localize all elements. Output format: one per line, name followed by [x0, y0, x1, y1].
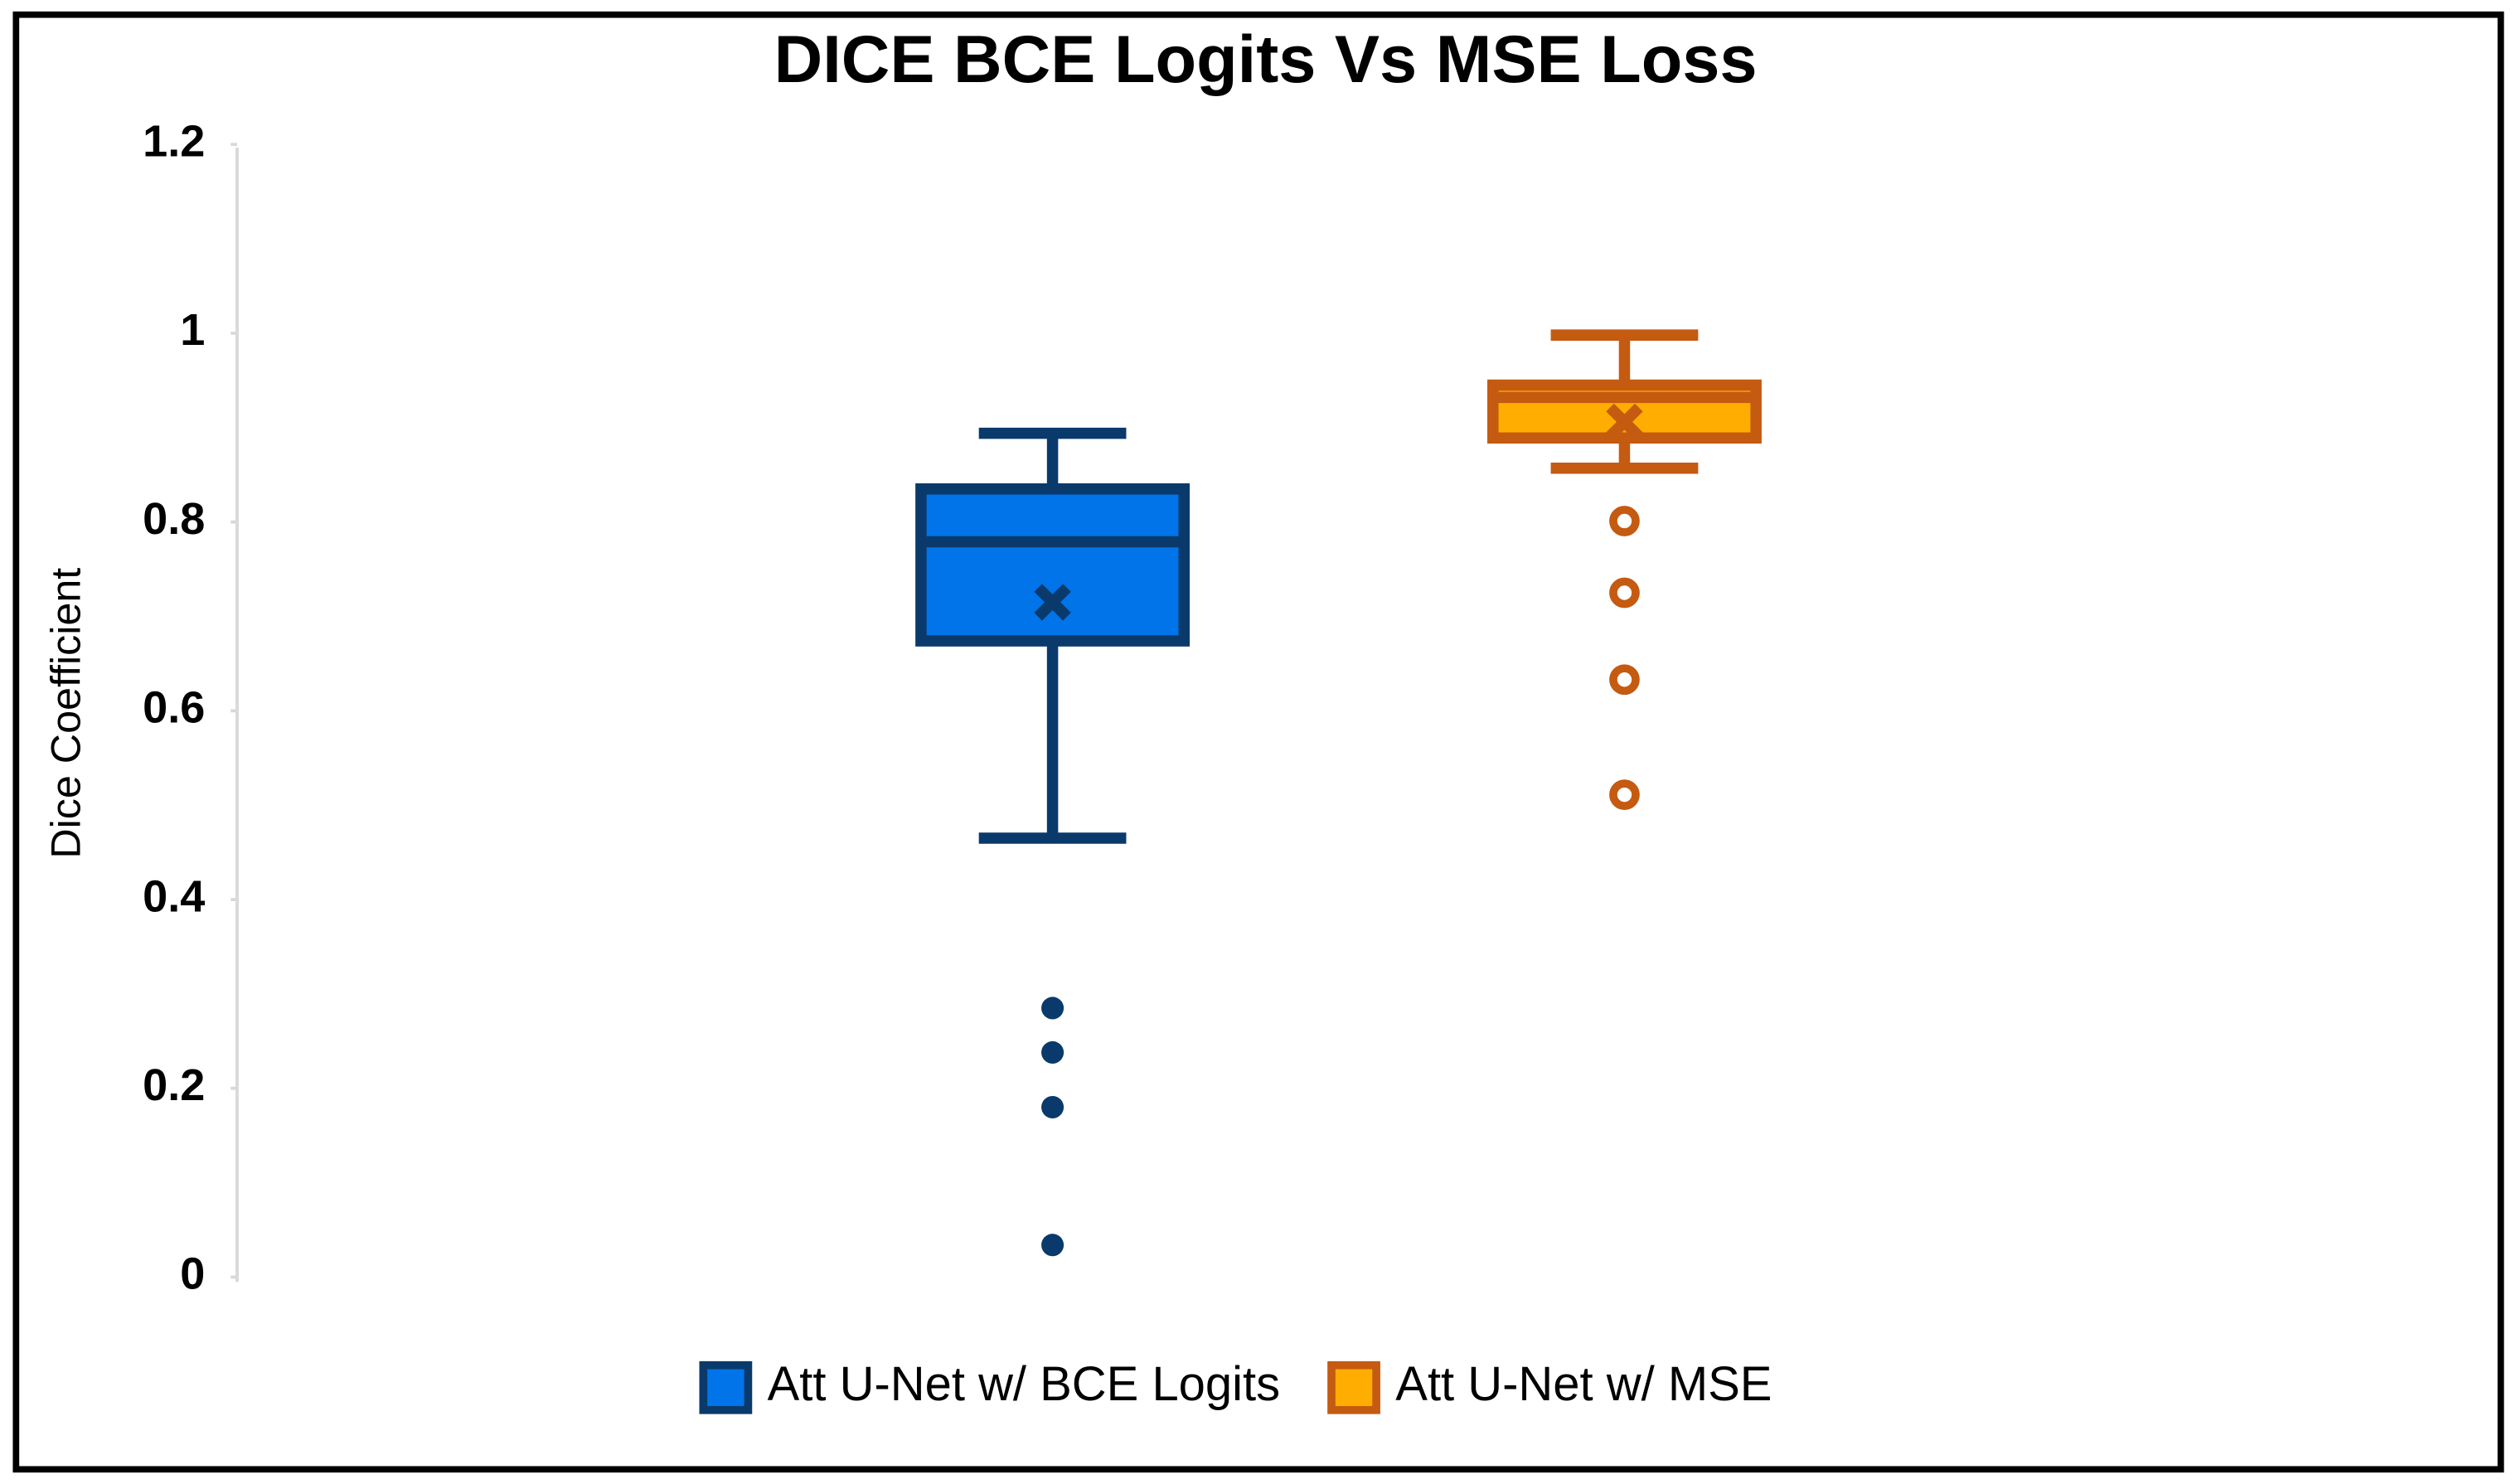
outlier: [1609, 506, 1640, 536]
outlier: [1041, 1040, 1064, 1064]
y-tick-label: 1: [180, 305, 205, 355]
mean-marker: [1034, 584, 1071, 621]
y-tick-label: 0: [180, 1249, 205, 1299]
box: [915, 483, 1191, 647]
y-tick-label: 1.2: [143, 117, 205, 167]
frame: [12, 11, 2505, 1473]
y-axis-label: Dice Coefficient: [42, 568, 89, 859]
legend-label: Att U-Net w/ MSE: [1395, 1358, 1772, 1411]
outlier: [1041, 1095, 1064, 1119]
legend-swatch: [1327, 1360, 1380, 1414]
outlier: [1609, 664, 1640, 696]
y-tick-label: 0.2: [143, 1060, 205, 1110]
legend-label: Att U-Net w/ BCE Logits: [768, 1358, 1281, 1411]
outlier: [1609, 577, 1640, 609]
outlier: [1041, 1234, 1064, 1257]
legend-swatch: [699, 1360, 753, 1414]
y-tick-label: 0.4: [143, 871, 205, 921]
mean-marker: [1606, 403, 1643, 441]
y-tick-label: 0.6: [143, 683, 205, 733]
chart-title: DICE BCE Logits Vs MSE Loss: [774, 22, 1758, 97]
outlier: [1041, 997, 1064, 1020]
outlier: [1609, 779, 1640, 811]
y-tick-label: 0.8: [143, 494, 205, 544]
